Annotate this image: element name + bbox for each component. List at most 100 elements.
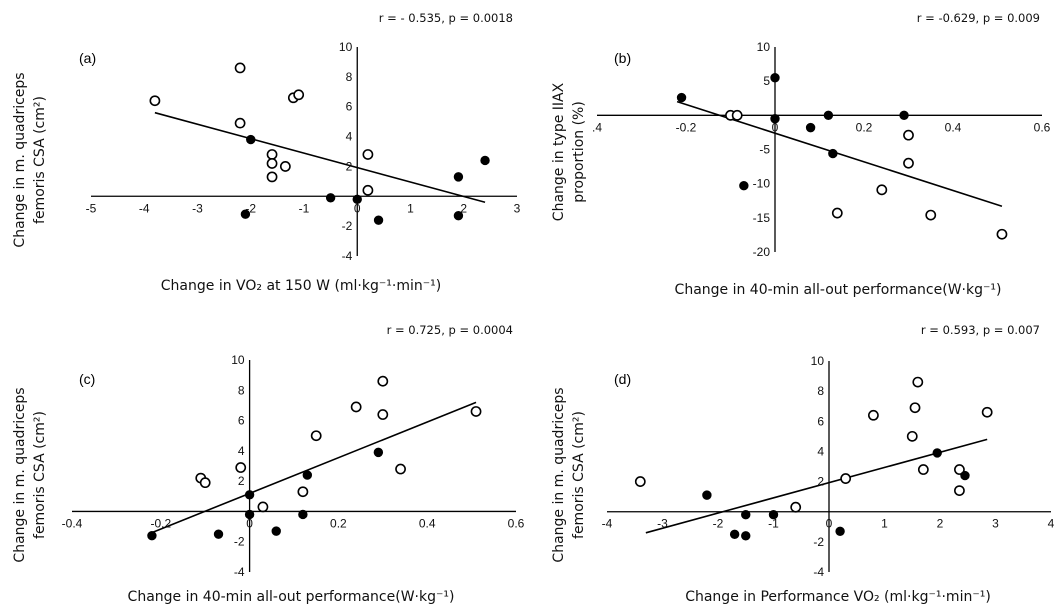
panel-d: r = 0.593, p = 0.007 (d) Change in Perfo… xyxy=(551,323,1055,605)
open-point-a xyxy=(234,62,246,74)
filled-point-b xyxy=(676,92,687,103)
x-tick-label-d: 3 xyxy=(992,517,999,531)
filled-point-d xyxy=(835,526,845,537)
x-tick-label-a: -5 xyxy=(86,201,97,215)
open-point-c xyxy=(395,463,406,475)
y-tick-label-d: 6 xyxy=(817,414,824,428)
filled-point-a xyxy=(453,210,464,221)
panel-label-d: (d) xyxy=(614,371,631,387)
filled-point-c xyxy=(244,509,255,520)
x-axis-label-c: Change in 40-min all-out performance(W·k… xyxy=(128,589,455,605)
x-axis-label-d: Change in Performance VO₂ (ml·kg⁻¹·min⁻¹… xyxy=(685,589,991,605)
y-axis-label-c-line2: femoris CSA (cm²) xyxy=(32,411,48,539)
y-axis-label-d-line1: Change in m. quadriceps xyxy=(551,387,567,562)
open-point-d xyxy=(909,402,921,414)
y-tick-label-d: 4 xyxy=(817,444,824,458)
open-point-b xyxy=(996,228,1008,240)
x-tick-label-b: 0.4 xyxy=(945,120,962,134)
y-axis-label-a-line2: femoris CSA (cm²) xyxy=(32,96,48,224)
x-tick-label-c: 0.2 xyxy=(330,516,347,530)
y-tick-label-b: -20 xyxy=(753,245,771,259)
open-point-a xyxy=(362,184,374,196)
x-tick-label-c: 0.4 xyxy=(419,516,436,530)
open-point-c xyxy=(297,486,309,498)
filled-point-a xyxy=(352,194,362,204)
trendline-a xyxy=(154,111,486,204)
x-tick-label-a: 3 xyxy=(514,201,521,215)
trendline-c xyxy=(151,401,477,534)
y-tick-label-d: 8 xyxy=(817,384,824,398)
panel-c: r = 0.725, p = 0.0004 (c) Change in 40-m… xyxy=(12,323,525,605)
open-point-c xyxy=(257,501,269,513)
y-axis-label-d-line2: femoris CSA (cm²) xyxy=(571,411,587,539)
panel-a: r = - 0.535, p = 0.0018 (a) Change in VO… xyxy=(12,11,521,294)
x-tick-label-a: -4 xyxy=(139,201,150,215)
y-tick-label-a: 6 xyxy=(346,100,353,114)
x-tick-label-d: 2 xyxy=(937,517,944,531)
y-tick-label-b: -5 xyxy=(759,143,770,157)
open-point-c xyxy=(377,375,389,387)
filled-point-d xyxy=(768,510,779,520)
open-point-d xyxy=(954,464,965,475)
x-tick-label-b: .4 xyxy=(592,120,602,134)
y-tick-label-a: 2 xyxy=(346,159,353,173)
y-tick-label-a: 8 xyxy=(346,70,353,84)
panel-b: r = -0.629, p = 0.009 (b) Change in 40-m… xyxy=(551,11,1051,298)
y-tick-label-c: 2 xyxy=(238,474,245,488)
x-tick-label-b: -0.2 xyxy=(676,120,697,134)
open-point-d xyxy=(906,430,918,442)
filled-point-d xyxy=(729,529,740,540)
y-axis-label-b-line1: Change in type IIAX xyxy=(551,82,567,221)
open-point-a xyxy=(266,171,278,183)
y-tick-label-b: 10 xyxy=(757,40,771,54)
y-tick-label-a: -2 xyxy=(342,219,353,233)
filled-point-d xyxy=(932,448,942,458)
open-point-d xyxy=(954,485,965,497)
open-point-d xyxy=(634,476,646,487)
plot-area-d: -4 -3 -2 -1 0 1 2 3 4 -4 -2 2 4 6 8 10 xyxy=(602,354,1055,579)
x-axis-label-b: Change in 40-min all-out performance(W·k… xyxy=(675,282,1002,298)
x-tick-label-d: 1 xyxy=(881,517,888,531)
filled-point-a xyxy=(373,215,384,225)
y-axis-label-b-line2: proportion (%) xyxy=(571,101,587,203)
open-point-d xyxy=(917,464,929,475)
stat-d: r = 0.593, p = 0.007 xyxy=(921,323,1040,337)
open-point-b xyxy=(903,129,914,141)
y-tick-label-b: -10 xyxy=(753,177,771,191)
open-point-a xyxy=(266,149,278,160)
x-tick-label-d: -1 xyxy=(768,517,779,531)
stat-b: r = -0.629, p = 0.009 xyxy=(917,11,1040,25)
open-point-b xyxy=(831,207,843,219)
filled-point-b xyxy=(805,122,816,133)
y-tick-label-c: -4 xyxy=(234,565,245,579)
y-tick-label-d: 2 xyxy=(817,475,824,489)
filled-point-c xyxy=(271,526,281,536)
open-point-b xyxy=(731,109,743,121)
filled-point-d xyxy=(960,470,970,481)
panel-label-c: (c) xyxy=(79,371,95,387)
open-point-c xyxy=(377,409,389,420)
x-tick-label-b: 0.2 xyxy=(856,120,873,134)
filled-point-a xyxy=(453,172,464,182)
x-tick-label-d: -4 xyxy=(602,517,613,531)
open-point-d xyxy=(981,406,993,418)
trendline-d xyxy=(645,438,988,534)
x-tick-label-c: 0.6 xyxy=(508,516,525,530)
y-tick-label-c: -2 xyxy=(234,535,245,549)
x-tick-label-d: 4 xyxy=(1048,517,1055,531)
open-point-b xyxy=(876,184,888,196)
x-tick-label-c: -0.4 xyxy=(62,516,83,530)
x-tick-label-a: 2 xyxy=(460,201,467,215)
open-point-a xyxy=(149,95,161,107)
open-point-c xyxy=(235,462,247,473)
plot-area-a: -5 -4 -3 -2 -1 0 1 2 3 -4 -2 2 4 6 8 10 xyxy=(86,40,521,263)
filled-point-d xyxy=(702,490,712,500)
x-tick-label-b: 0.6 xyxy=(1034,120,1051,134)
x-tick-label-a: -2 xyxy=(245,201,256,215)
panel-label-a: (a) xyxy=(79,50,96,66)
y-tick-label-b: 5 xyxy=(763,74,770,88)
open-point-a xyxy=(266,158,278,169)
filled-point-c xyxy=(244,490,255,500)
y-axis-label-c-line1: Change in m. quadriceps xyxy=(12,387,28,562)
